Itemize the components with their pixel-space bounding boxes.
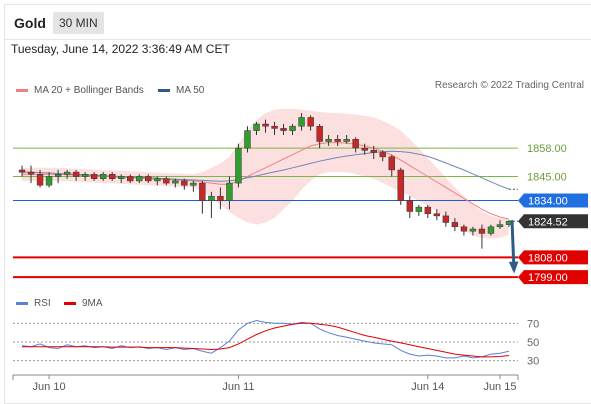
x-tick-label: Jun 10 (33, 381, 66, 393)
rsi-ma-line (22, 322, 510, 358)
x-tick-label: Jun 14 (411, 381, 444, 393)
candle-body (307, 117, 314, 127)
candle-body (163, 178, 170, 184)
candle-body (379, 152, 386, 158)
price-tag-3 (518, 193, 588, 208)
candle-body (397, 169, 404, 201)
candle-body (262, 123, 269, 127)
rsi-ma-swatch (64, 301, 76, 305)
price-tag-4 (518, 214, 588, 229)
legend-ma-bb: MA 20 + Bollinger Bands (16, 85, 144, 96)
candle-body (154, 178, 161, 182)
candle-body (325, 139, 332, 142)
chart-header: Gold 30 MIN (5, 5, 591, 40)
candle-body (406, 200, 414, 212)
candle-body (199, 182, 206, 201)
candle-body (352, 139, 359, 149)
rsi-tick-label-50: 50 (527, 337, 539, 349)
chart-timestamp: Tuesday, June 14, 2022 3:36:49 AM CET (11, 42, 230, 56)
candle-body (145, 176, 152, 182)
candle-body (109, 174, 116, 179)
rsi-tick-label-30: 30 (527, 356, 539, 368)
candle-body (361, 147, 368, 151)
level-label-2: 1845.00 (527, 172, 567, 184)
candle-body (63, 171, 71, 175)
legend-rsi: RSI (16, 298, 51, 309)
projection-arrow-head (508, 261, 519, 274)
candle-body (442, 215, 450, 223)
candle-body (478, 228, 486, 234)
price-tag-label-6: 1799.00 (528, 272, 568, 284)
candle-body (127, 176, 134, 182)
candle-body (181, 180, 188, 186)
candle-body (45, 176, 53, 186)
candle-body (217, 195, 224, 201)
legend-rsi-ma: 9MA (64, 298, 103, 309)
candle-body (244, 130, 251, 149)
legend-rsi-ma-label: 9MA (82, 298, 103, 309)
candle-body (424, 206, 432, 214)
candle-body (136, 176, 143, 182)
level-label-1: 1858.00 (527, 143, 567, 155)
candle-body (54, 174, 62, 177)
candle-body (235, 147, 242, 184)
candle-body (208, 195, 215, 201)
x-tick-label: Jun 11 (222, 381, 254, 393)
candle-body (226, 182, 233, 201)
candle-body (343, 139, 350, 142)
candle-body (27, 171, 35, 175)
candle-body (496, 224, 504, 228)
candle-body (72, 171, 80, 177)
ma-bb-swatch (16, 88, 28, 92)
research-credit: Research © 2022 Trading Central (434, 80, 584, 91)
timeframe-badge[interactable]: 30 MIN (53, 12, 104, 34)
legend-ma50: MA 50 (158, 85, 204, 96)
price-tag-label-5: 1808.00 (528, 252, 568, 264)
ma50-swatch (158, 88, 170, 92)
candle-body (487, 226, 495, 234)
price-tag-label-4: 1824.52 (528, 216, 568, 228)
candle-body (289, 125, 296, 131)
candle-body (118, 176, 125, 179)
candle-body (316, 125, 323, 142)
candle-body (172, 180, 179, 184)
candle-body (451, 222, 459, 228)
candle-body (415, 206, 423, 212)
candle-body (433, 213, 441, 217)
candle-body (370, 150, 377, 153)
price-tag-6 (518, 270, 588, 285)
candle-body (36, 174, 44, 186)
candle-body (190, 182, 197, 186)
candle-body (388, 156, 395, 171)
candle-body (18, 169, 26, 173)
candle-body (81, 174, 89, 177)
rsi-line (21, 319, 510, 359)
candle-body (334, 139, 341, 142)
candle-body (271, 125, 278, 129)
symbol-title: Gold (14, 15, 46, 31)
candle-body (253, 123, 260, 131)
legend-ma-bb-label: MA 20 + Bollinger Bands (34, 85, 144, 96)
candle-body (99, 174, 107, 179)
price-tag-label-3: 1834.00 (528, 196, 568, 208)
price-tag-5 (518, 250, 588, 265)
candle-body (280, 128, 287, 131)
candle-body (469, 228, 477, 232)
rsi-tick-label-70: 70 (527, 318, 539, 330)
chart-frame: Gold 30 MIN (4, 4, 591, 404)
candle-body (460, 226, 468, 232)
candle-body (90, 174, 98, 179)
rsi-swatch (16, 301, 28, 305)
legend-ma50-label: MA 50 (176, 85, 205, 96)
legend-rsi-label: RSI (34, 298, 51, 309)
x-tick-label: Jun 15 (483, 381, 516, 393)
candle-body (298, 117, 305, 127)
